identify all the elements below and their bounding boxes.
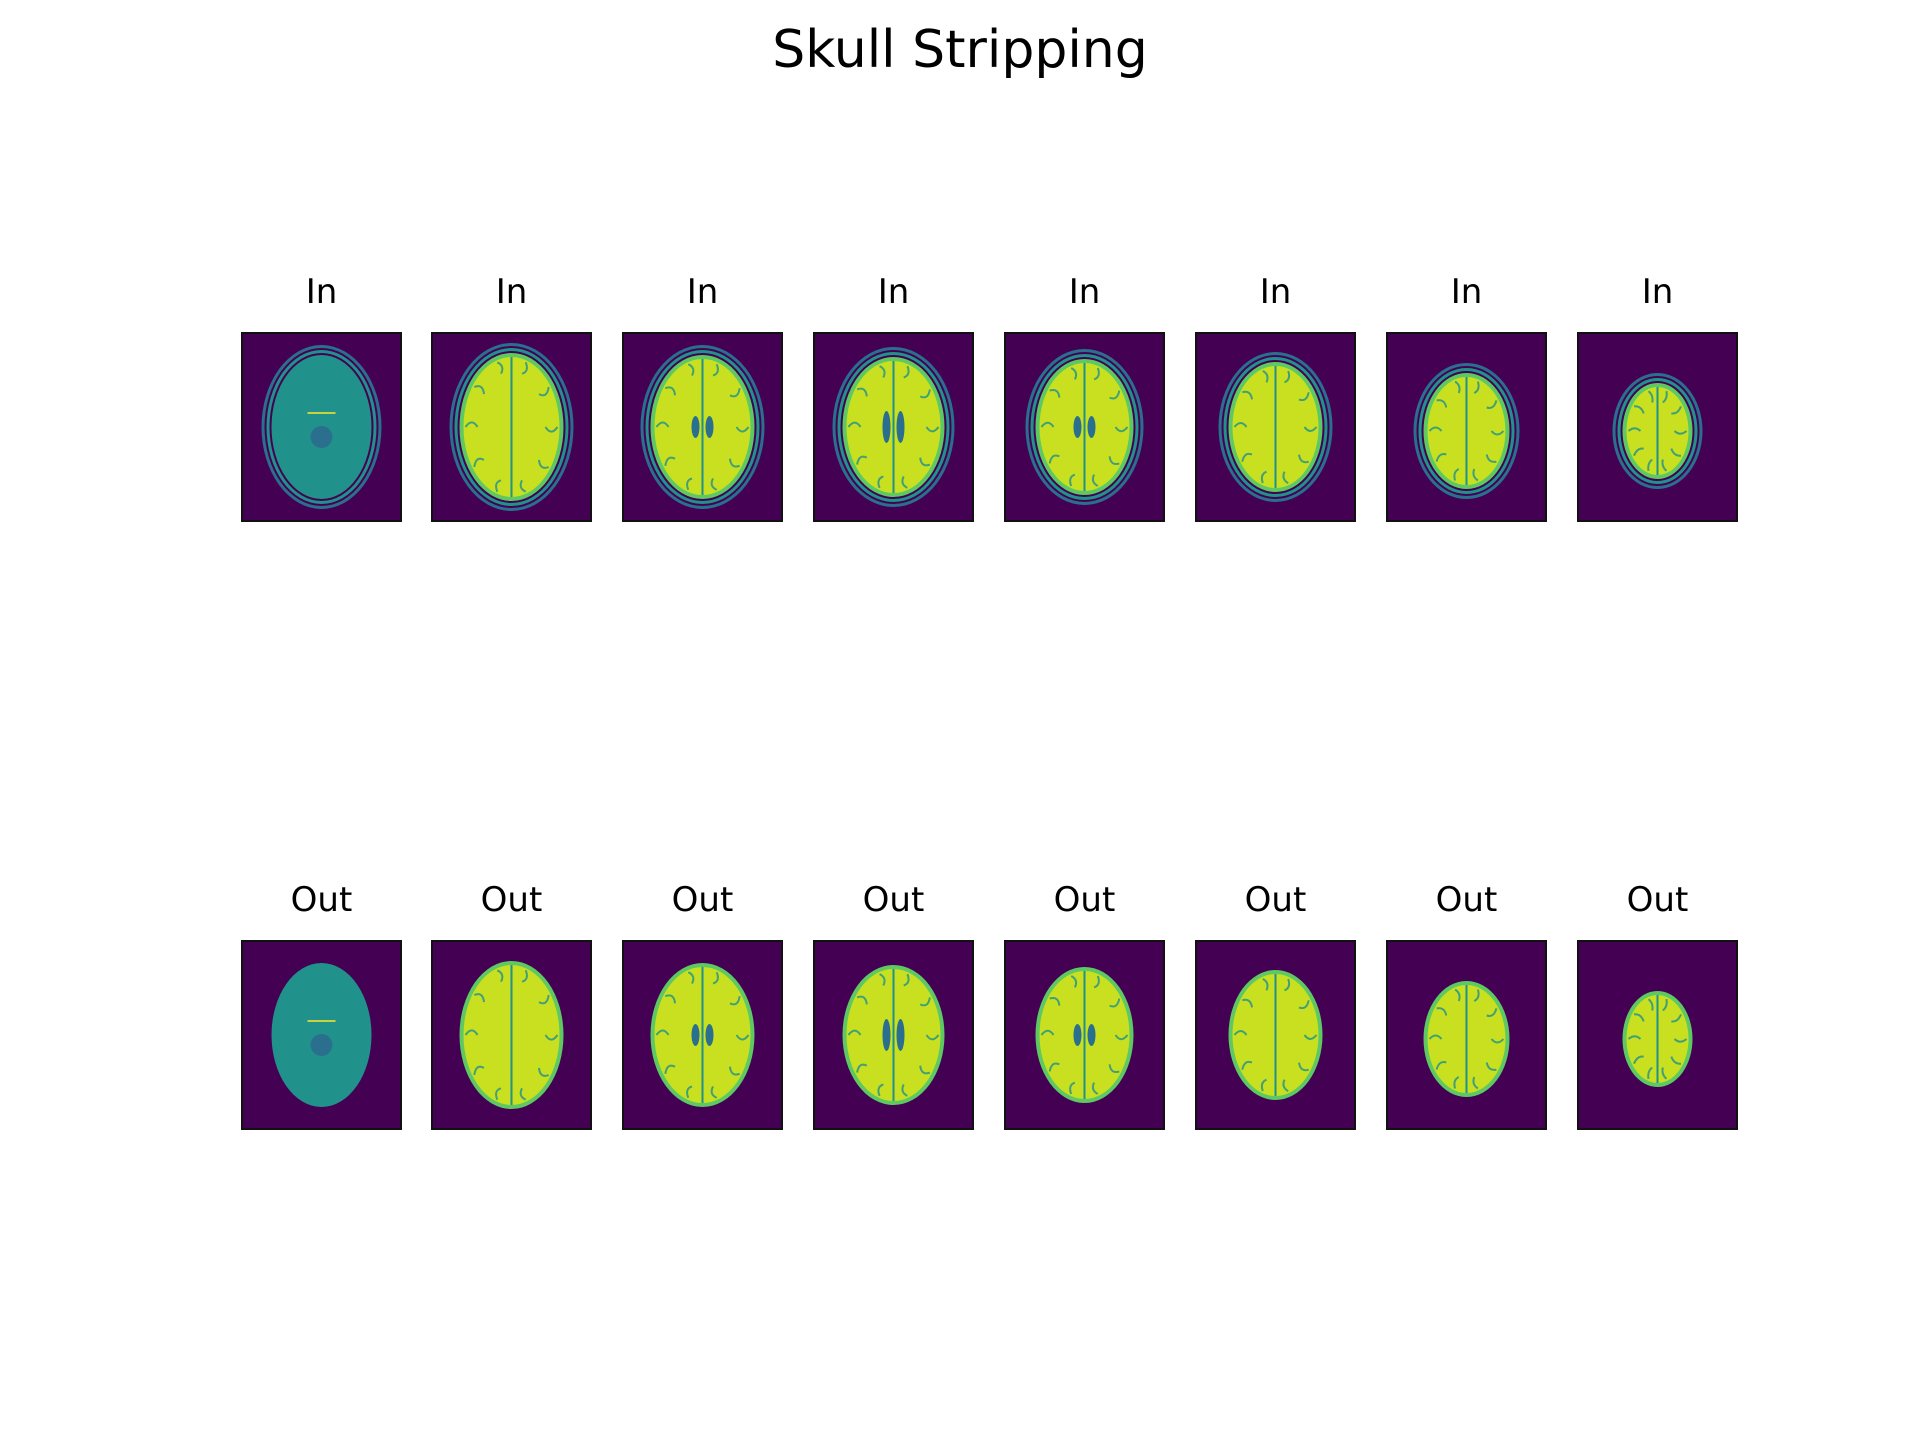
mri-in-slice-image — [1195, 332, 1356, 522]
mri-in-slice-image — [1577, 332, 1738, 522]
out-slice-label: Out — [862, 880, 925, 920]
brain-slice-svg — [624, 942, 781, 1128]
mri-in-slice-image — [622, 332, 783, 522]
brain-slice-svg — [1006, 334, 1163, 520]
mri-in-slice-image — [431, 332, 592, 522]
mri-out-slice-image — [813, 940, 974, 1130]
in-slice-label: In — [495, 272, 528, 312]
in-slice-label: In — [1641, 272, 1674, 312]
mri-out-slice-image — [1195, 940, 1356, 1130]
out-slice-label: Out — [671, 880, 734, 920]
figure-title: Skull Stripping — [772, 20, 1148, 80]
brain-slice-svg — [815, 334, 972, 520]
brain-slice-svg — [1197, 942, 1354, 1128]
brain-slice-svg — [1197, 334, 1354, 520]
in-slice-label: In — [305, 272, 338, 312]
out-slice-label: Out — [480, 880, 543, 920]
brain-slice-svg — [243, 334, 400, 520]
in-slice-label: In — [877, 272, 910, 312]
mri-out-slice-image — [241, 940, 402, 1130]
in-slice-label: In — [686, 272, 719, 312]
brain-slice-svg — [624, 334, 781, 520]
mri-in-slice-image — [1386, 332, 1547, 522]
out-slice-label: Out — [1244, 880, 1307, 920]
mri-out-slice-image — [1386, 940, 1547, 1130]
brain-slice-svg — [1388, 334, 1545, 520]
brain-slice-svg — [243, 942, 400, 1128]
mri-out-slice-image — [622, 940, 783, 1130]
brain-slice-svg — [433, 942, 590, 1128]
mri-out-slice-image — [1004, 940, 1165, 1130]
mri-out-slice-image — [1577, 940, 1738, 1130]
brain-slice-svg — [1579, 334, 1736, 520]
brain-slice-svg — [433, 334, 590, 520]
brain-slice-svg — [1388, 942, 1545, 1128]
mri-out-slice-image — [431, 940, 592, 1130]
out-slice-label: Out — [290, 880, 353, 920]
in-slice-label: In — [1068, 272, 1101, 312]
brain-slice-svg — [1579, 942, 1736, 1128]
brain-slice-svg — [815, 942, 972, 1128]
out-slice-label: Out — [1435, 880, 1498, 920]
mri-in-slice-image — [241, 332, 402, 522]
mri-in-slice-image — [813, 332, 974, 522]
in-slice-label: In — [1259, 272, 1292, 312]
mri-in-slice-image — [1004, 332, 1165, 522]
brain-slice-svg — [1006, 942, 1163, 1128]
out-slice-label: Out — [1053, 880, 1116, 920]
out-slice-label: Out — [1626, 880, 1689, 920]
in-slice-label: In — [1450, 272, 1483, 312]
